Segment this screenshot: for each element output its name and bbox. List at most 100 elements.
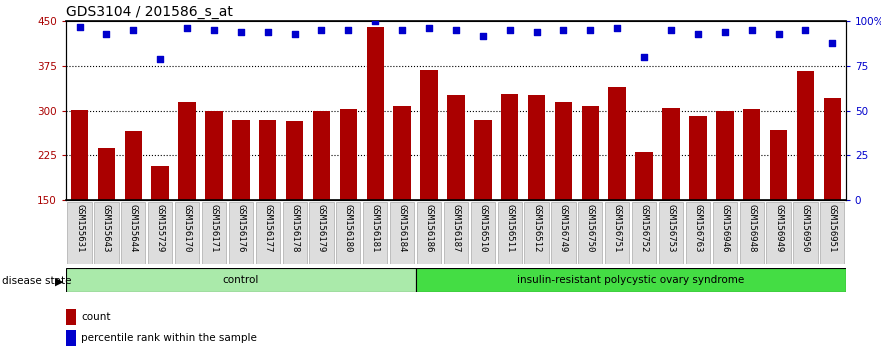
Bar — [232, 120, 249, 200]
Text: GSM156510: GSM156510 — [478, 204, 487, 252]
Point — [718, 29, 732, 35]
Text: GSM156946: GSM156946 — [721, 204, 729, 252]
FancyBboxPatch shape — [229, 202, 253, 264]
Text: GSM156750: GSM156750 — [586, 204, 595, 252]
Bar — [528, 95, 545, 200]
Text: GSM156187: GSM156187 — [451, 204, 461, 252]
FancyBboxPatch shape — [417, 202, 441, 264]
Point — [825, 40, 840, 46]
Text: GSM155631: GSM155631 — [75, 204, 84, 252]
FancyBboxPatch shape — [470, 202, 495, 264]
Bar — [716, 111, 734, 200]
Point — [476, 33, 490, 38]
FancyBboxPatch shape — [283, 202, 307, 264]
Bar — [70, 110, 88, 200]
Text: GSM156176: GSM156176 — [236, 204, 245, 252]
FancyBboxPatch shape — [444, 202, 468, 264]
Point — [233, 29, 248, 35]
FancyBboxPatch shape — [416, 268, 846, 292]
Bar — [609, 87, 626, 200]
FancyBboxPatch shape — [766, 202, 790, 264]
FancyBboxPatch shape — [685, 202, 710, 264]
Text: GSM156951: GSM156951 — [828, 204, 837, 252]
Text: GSM156184: GSM156184 — [397, 204, 407, 252]
Bar — [796, 71, 814, 200]
Text: GSM156177: GSM156177 — [263, 204, 272, 252]
Bar — [340, 109, 357, 200]
Text: GSM156751: GSM156751 — [612, 204, 622, 252]
Bar — [66, 309, 77, 325]
Point — [341, 27, 355, 33]
Point — [180, 25, 194, 31]
FancyBboxPatch shape — [739, 202, 764, 264]
Text: GSM155729: GSM155729 — [156, 204, 165, 252]
Text: GSM155644: GSM155644 — [129, 204, 137, 252]
Text: GSM156179: GSM156179 — [317, 204, 326, 252]
Bar — [152, 166, 169, 200]
Text: GDS3104 / 201586_s_at: GDS3104 / 201586_s_at — [66, 5, 233, 19]
FancyBboxPatch shape — [68, 202, 92, 264]
FancyBboxPatch shape — [524, 202, 549, 264]
Point — [368, 18, 382, 24]
Text: GSM156180: GSM156180 — [344, 204, 353, 252]
Text: percentile rank within the sample: percentile rank within the sample — [81, 332, 256, 343]
FancyBboxPatch shape — [390, 202, 414, 264]
FancyBboxPatch shape — [337, 202, 360, 264]
FancyBboxPatch shape — [578, 202, 603, 264]
Text: GSM156171: GSM156171 — [210, 204, 218, 252]
Point — [557, 27, 571, 33]
Bar — [124, 131, 142, 200]
Point — [100, 31, 114, 36]
Bar — [66, 330, 77, 346]
Text: count: count — [81, 312, 110, 322]
Point — [798, 27, 812, 33]
Bar — [743, 109, 760, 200]
FancyBboxPatch shape — [793, 202, 818, 264]
FancyBboxPatch shape — [94, 202, 119, 264]
Point — [503, 27, 517, 33]
FancyBboxPatch shape — [148, 202, 173, 264]
Point — [448, 27, 463, 33]
Text: GSM156181: GSM156181 — [371, 204, 380, 252]
FancyBboxPatch shape — [309, 202, 334, 264]
Bar — [770, 130, 788, 200]
FancyBboxPatch shape — [713, 202, 737, 264]
Point — [583, 27, 597, 33]
FancyBboxPatch shape — [632, 202, 656, 264]
Point — [422, 25, 436, 31]
Text: GSM156949: GSM156949 — [774, 204, 783, 252]
Bar — [205, 110, 223, 200]
Bar — [178, 102, 196, 200]
FancyBboxPatch shape — [552, 202, 575, 264]
Text: GSM156170: GSM156170 — [182, 204, 191, 252]
Text: ▶: ▶ — [55, 276, 63, 286]
FancyBboxPatch shape — [659, 202, 683, 264]
Point — [664, 27, 678, 33]
Bar — [394, 107, 411, 200]
Text: GSM156752: GSM156752 — [640, 204, 648, 252]
Text: control: control — [223, 275, 259, 285]
Bar — [501, 94, 518, 200]
Point — [529, 29, 544, 35]
Bar — [635, 152, 653, 200]
Point — [72, 24, 86, 29]
FancyBboxPatch shape — [122, 202, 145, 264]
Text: GSM156186: GSM156186 — [425, 204, 433, 252]
Point — [207, 27, 221, 33]
Point — [637, 54, 651, 60]
Bar — [689, 116, 707, 200]
Bar — [663, 108, 680, 200]
Text: GSM156763: GSM156763 — [693, 204, 702, 252]
Bar — [259, 120, 277, 200]
Bar — [474, 120, 492, 200]
Point — [772, 31, 786, 36]
Point — [691, 31, 705, 36]
Text: GSM155643: GSM155643 — [102, 204, 111, 252]
Text: GSM156511: GSM156511 — [505, 204, 515, 252]
FancyBboxPatch shape — [820, 202, 844, 264]
FancyBboxPatch shape — [255, 202, 280, 264]
Bar — [824, 97, 841, 200]
Bar — [420, 70, 438, 200]
Bar — [555, 102, 572, 200]
Bar — [581, 107, 599, 200]
